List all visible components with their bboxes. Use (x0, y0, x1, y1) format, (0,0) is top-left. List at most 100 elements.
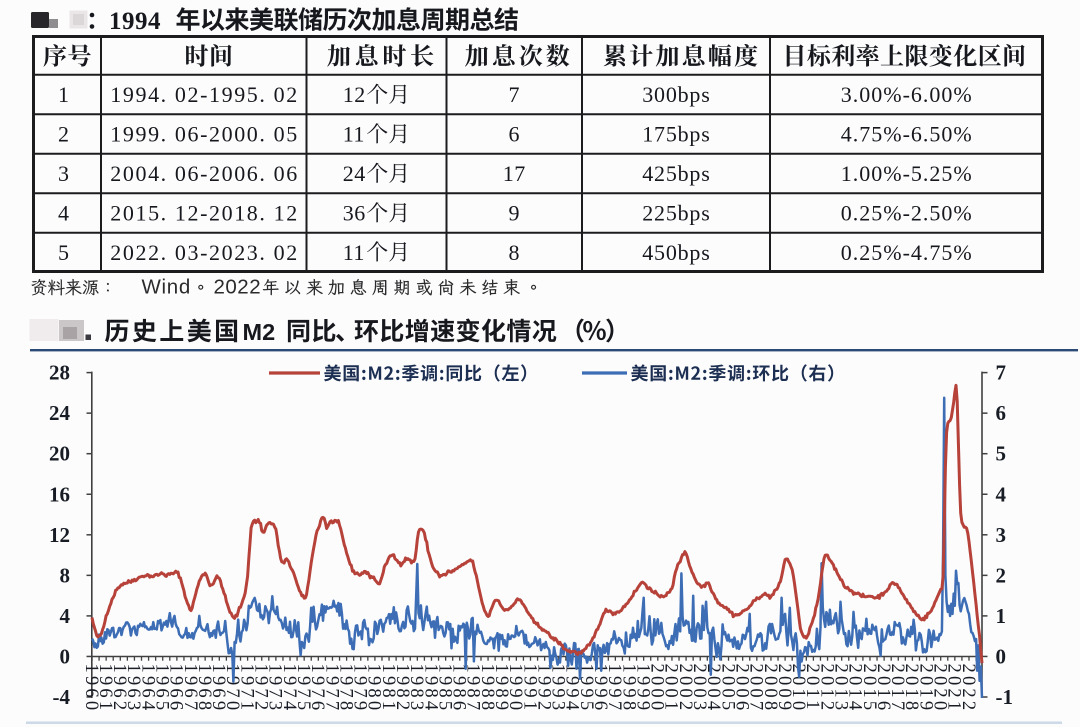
svg-text:1973: 1973 (265, 664, 285, 714)
svg-text:1972: 1972 (251, 664, 271, 714)
svg-text:1997: 1997 (604, 664, 624, 714)
svg-text:5: 5 (58, 240, 69, 265)
svg-text:2015. 12-2018. 12: 2015. 12-2018. 12 (110, 201, 299, 226)
svg-text:1986: 1986 (449, 664, 469, 714)
svg-text:2: 2 (996, 563, 1007, 587)
svg-text:1988: 1988 (477, 664, 497, 714)
svg-text:225bps: 225bps (642, 201, 710, 226)
svg-text:28: 28 (49, 361, 70, 385)
svg-text:1991: 1991 (519, 664, 539, 714)
svg-text:17: 17 (503, 161, 526, 186)
svg-text:1985: 1985 (434, 664, 454, 714)
svg-text:M2: M2 (243, 319, 276, 345)
svg-text:4.75%-6.50%: 4.75%-6.50% (841, 122, 973, 147)
svg-text:4: 4 (58, 201, 69, 226)
svg-text:6: 6 (509, 122, 521, 147)
svg-text:1994: 1994 (109, 8, 161, 35)
svg-text:1979: 1979 (350, 664, 370, 714)
svg-text:4: 4 (60, 604, 71, 628)
svg-text:36: 36 (343, 201, 366, 226)
svg-text:8: 8 (60, 563, 71, 587)
svg-text:11: 11 (343, 240, 365, 265)
svg-text:1.00%-5.25%: 1.00%-5.25% (841, 161, 973, 186)
svg-text:24: 24 (49, 401, 71, 425)
svg-text:Wind: Wind (142, 276, 192, 299)
svg-text:1980: 1980 (364, 664, 384, 714)
svg-text:1975: 1975 (293, 664, 313, 714)
svg-text:1961: 1961 (95, 664, 115, 714)
svg-text:2004. 06-2006. 06: 2004. 06-2006. 06 (110, 161, 299, 186)
svg-text:1960: 1960 (81, 664, 101, 714)
svg-text:0.25%-2.50%: 0.25%-2.50% (841, 201, 973, 226)
svg-text:1993: 1993 (548, 664, 568, 714)
svg-text:1967: 1967 (180, 664, 200, 714)
svg-text:450bps: 450bps (642, 240, 710, 265)
svg-text:2014: 2014 (845, 664, 865, 714)
svg-text:2015: 2015 (859, 664, 879, 714)
svg-text:8: 8 (509, 240, 521, 265)
svg-text:7: 7 (509, 82, 521, 107)
svg-text:2008: 2008 (760, 664, 780, 714)
svg-text:1968: 1968 (194, 664, 214, 714)
svg-text:1966: 1966 (166, 664, 186, 714)
svg-text:1987: 1987 (463, 664, 483, 714)
svg-text:1999. 06-2000. 05: 1999. 06-2000. 05 (110, 122, 299, 147)
svg-text:2009: 2009 (774, 664, 794, 714)
svg-text:2003: 2003 (689, 664, 709, 714)
svg-text:175bps: 175bps (642, 122, 710, 147)
svg-text:1962: 1962 (109, 664, 129, 714)
svg-text:1992: 1992 (533, 664, 553, 714)
svg-text:1977: 1977 (321, 664, 341, 714)
svg-text:1982: 1982 (392, 664, 412, 714)
svg-text:16: 16 (49, 482, 70, 506)
svg-text:1999: 1999 (633, 664, 653, 714)
svg-text:9: 9 (509, 201, 521, 226)
svg-text:1990: 1990 (505, 664, 525, 714)
svg-text:1978: 1978 (335, 664, 355, 714)
svg-text:2021: 2021 (944, 664, 964, 714)
svg-text:0.25%-4.75%: 0.25%-4.75% (841, 240, 973, 265)
svg-text:2017: 2017 (887, 664, 907, 714)
svg-text:1984: 1984 (420, 664, 440, 714)
svg-text:4: 4 (996, 482, 1007, 506)
svg-text:12: 12 (49, 523, 70, 547)
svg-text:12: 12 (343, 82, 366, 107)
svg-text:2022. 03-2023. 02: 2022. 03-2023. 02 (110, 240, 299, 265)
svg-text:-1: -1 (996, 685, 1014, 709)
svg-text:1998: 1998 (618, 664, 638, 714)
svg-text:1963: 1963 (123, 664, 143, 714)
svg-text:2019: 2019 (915, 664, 935, 714)
svg-text:1976: 1976 (307, 664, 327, 714)
svg-text:2006: 2006 (732, 664, 752, 714)
svg-text:2004: 2004 (703, 664, 723, 714)
svg-text:2013: 2013 (831, 664, 851, 714)
svg-text:2001: 2001 (661, 664, 681, 714)
svg-text:20: 20 (49, 442, 70, 466)
svg-text:1994. 02-1995. 02: 1994. 02-1995. 02 (110, 82, 299, 107)
svg-text:2011: 2011 (802, 664, 822, 713)
svg-text:1996: 1996 (590, 664, 610, 714)
svg-text:2016: 2016 (873, 664, 893, 714)
svg-text:6: 6 (996, 401, 1007, 425)
svg-text:2022: 2022 (214, 276, 262, 299)
svg-text:5: 5 (996, 442, 1007, 466)
svg-text:2018: 2018 (901, 664, 921, 714)
svg-text:300bps: 300bps (642, 82, 710, 107)
svg-text:2005: 2005 (717, 664, 737, 714)
svg-text:2000: 2000 (647, 664, 667, 714)
svg-text:3.00%-6.00%: 3.00%-6.00% (841, 82, 973, 107)
svg-text:2: 2 (58, 122, 69, 147)
svg-text:24: 24 (343, 161, 366, 186)
svg-text:1970: 1970 (222, 664, 242, 714)
svg-text:1971: 1971 (236, 664, 256, 714)
svg-text:1983: 1983 (406, 664, 426, 714)
svg-text:1994: 1994 (562, 664, 582, 714)
svg-text:1: 1 (996, 604, 1007, 628)
svg-text:11: 11 (343, 122, 365, 147)
svg-text:2020: 2020 (930, 664, 950, 714)
svg-text:1974: 1974 (279, 664, 299, 714)
svg-text:1969: 1969 (208, 664, 228, 714)
svg-text:3: 3 (58, 161, 69, 186)
svg-text:1981: 1981 (378, 664, 398, 714)
svg-text:1: 1 (58, 82, 69, 107)
